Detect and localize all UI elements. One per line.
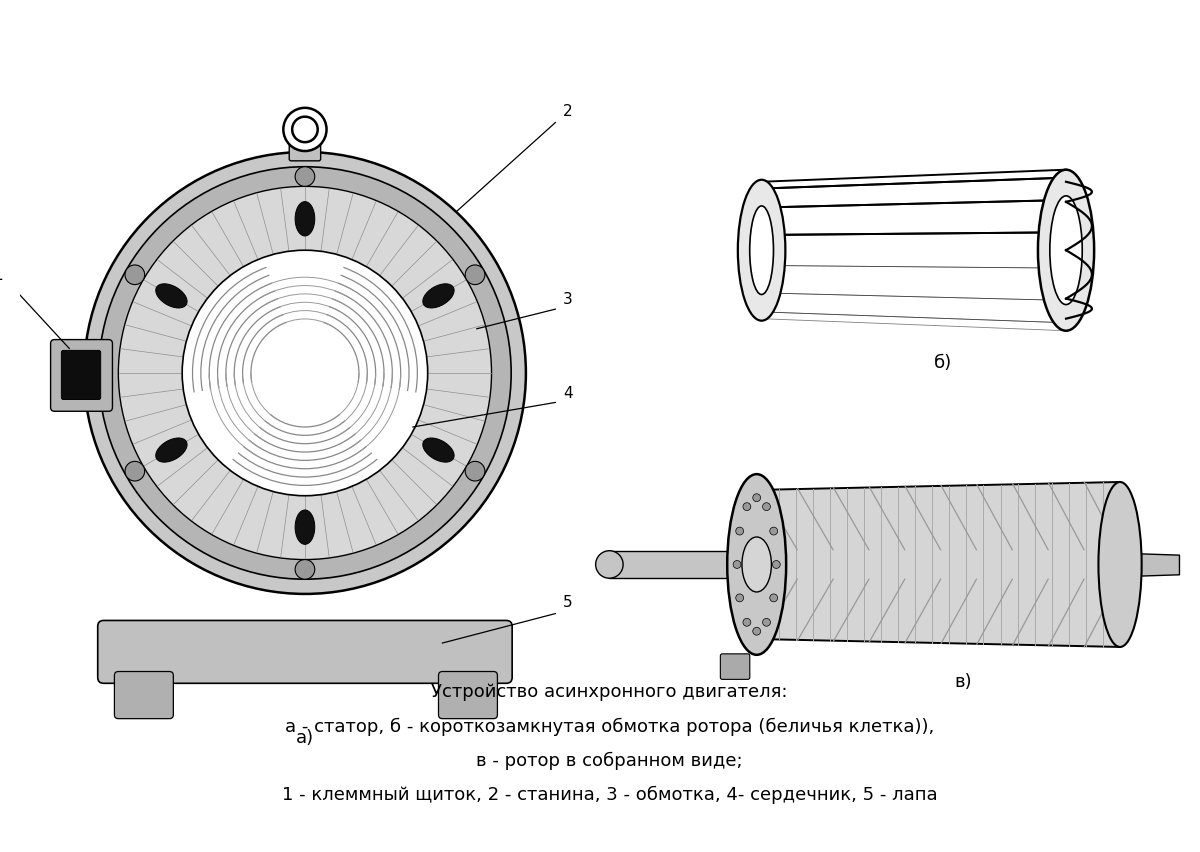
Text: б): б) <box>934 354 953 372</box>
Text: 2: 2 <box>563 104 572 118</box>
Ellipse shape <box>1050 196 1082 304</box>
Text: в - ротор в собранном виде;: в - ротор в собранном виде; <box>476 751 743 770</box>
Circle shape <box>98 167 511 579</box>
Circle shape <box>125 265 145 285</box>
FancyBboxPatch shape <box>289 135 320 161</box>
Ellipse shape <box>750 206 774 295</box>
Circle shape <box>736 594 744 602</box>
Circle shape <box>295 560 314 579</box>
Circle shape <box>466 461 485 481</box>
Circle shape <box>743 503 751 510</box>
Circle shape <box>119 187 492 560</box>
Circle shape <box>769 527 778 535</box>
Ellipse shape <box>727 474 786 655</box>
Circle shape <box>743 619 751 626</box>
Ellipse shape <box>738 180 785 320</box>
Text: 3: 3 <box>563 292 574 308</box>
Circle shape <box>466 265 485 285</box>
Circle shape <box>283 108 326 151</box>
Circle shape <box>733 561 740 568</box>
Ellipse shape <box>295 510 314 544</box>
Circle shape <box>769 594 778 602</box>
FancyBboxPatch shape <box>61 350 101 400</box>
FancyBboxPatch shape <box>97 620 512 683</box>
Circle shape <box>595 550 623 579</box>
Text: 1: 1 <box>0 268 4 283</box>
Text: 1 - клеммный щиток, 2 - станина, 3 - обмотка, 4- сердечник, 5 - лапа: 1 - клеммный щиток, 2 - станина, 3 - обм… <box>282 786 937 804</box>
Circle shape <box>762 619 770 626</box>
FancyBboxPatch shape <box>438 671 498 718</box>
Circle shape <box>125 461 145 481</box>
Ellipse shape <box>1098 482 1141 647</box>
Ellipse shape <box>742 537 772 592</box>
Circle shape <box>182 250 427 496</box>
Ellipse shape <box>422 284 454 308</box>
Circle shape <box>752 494 761 502</box>
Text: в): в) <box>954 673 972 691</box>
Ellipse shape <box>295 202 314 236</box>
Ellipse shape <box>156 284 187 308</box>
Circle shape <box>773 561 780 568</box>
Text: 4: 4 <box>563 385 572 400</box>
Text: Устройство асинхронного двигателя:: Устройство асинхронного двигателя: <box>431 683 787 701</box>
FancyBboxPatch shape <box>720 653 750 679</box>
Ellipse shape <box>156 438 187 462</box>
Text: а - статор, б - короткозамкнутая обмотка ротора (беличья клетка)),: а - статор, б - короткозамкнутая обмотка… <box>284 717 934 735</box>
Text: 5: 5 <box>563 595 572 610</box>
Circle shape <box>736 527 744 535</box>
Ellipse shape <box>1038 170 1094 331</box>
Circle shape <box>292 117 318 142</box>
Text: а): а) <box>296 729 314 747</box>
FancyBboxPatch shape <box>114 671 173 718</box>
Ellipse shape <box>422 438 454 462</box>
FancyBboxPatch shape <box>50 340 113 412</box>
Polygon shape <box>762 482 1120 647</box>
Circle shape <box>762 503 770 510</box>
Circle shape <box>752 627 761 636</box>
Circle shape <box>295 167 314 187</box>
Circle shape <box>84 152 526 594</box>
